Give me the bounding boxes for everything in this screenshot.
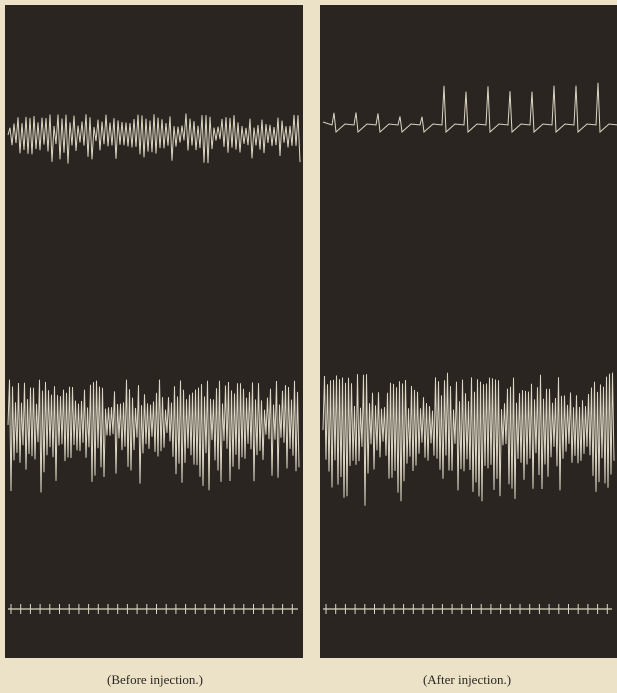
panel-before (5, 5, 303, 658)
panel-after (320, 5, 617, 658)
caption-after: (After injection.) (423, 672, 511, 687)
figure: (Before injection.) (After injection.) (0, 0, 617, 693)
caption-before: (Before injection.) (107, 672, 203, 687)
page: (Before injection.) (After injection.) (… (0, 0, 617, 693)
